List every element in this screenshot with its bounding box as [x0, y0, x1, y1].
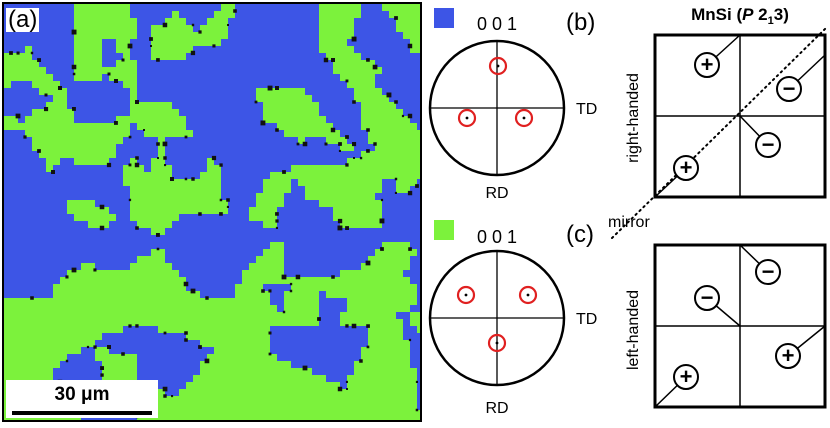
pole-b-marker [488, 56, 508, 76]
blue-swatch [434, 8, 454, 28]
left-handed-label: left-handed [625, 290, 642, 370]
mirror-label: mirror [608, 214, 650, 231]
green-swatch [434, 220, 454, 240]
pole-figure-b: 0 0 1 TD RD [428, 14, 597, 202]
mirror-line [611, 27, 827, 239]
chirality-map-image [4, 4, 420, 420]
pole-b-marker [514, 108, 534, 128]
scale-bar-line [12, 411, 152, 415]
svg-text:−: − [783, 76, 796, 101]
pole-c-td-label: TD [576, 311, 597, 328]
pole-b-marker [457, 108, 477, 128]
pole-b-001-label: 0 0 1 [477, 14, 517, 34]
svg-text:−: − [762, 132, 775, 157]
svg-text:−: − [701, 285, 714, 310]
minus-symbol: − [694, 285, 741, 327]
pole-c-001-label: 0 0 1 [477, 227, 517, 247]
pole-c-rd-label: RD [485, 400, 508, 417]
plus-symbol: + [694, 34, 741, 78]
panel-b-label: (b) [566, 9, 595, 36]
chirality-map [2, 2, 422, 422]
svg-text:+: + [701, 52, 714, 77]
scale-bar-label: 30 μm [54, 384, 110, 405]
pole-c-marker [456, 285, 476, 305]
svg-text:+: + [680, 364, 693, 389]
right-handed-label: right-handed [625, 73, 642, 163]
plus-symbol: + [654, 364, 699, 408]
plus-symbol: + [775, 325, 826, 369]
svg-text:−: − [762, 259, 775, 284]
svg-text:+: + [680, 155, 693, 180]
panel-c-label: (c) [566, 221, 594, 248]
pole-b-td-label: TD [576, 101, 597, 118]
pole-figure-c: 0 0 1 TD RD [428, 227, 597, 417]
svg-text:+: + [782, 343, 795, 368]
crystal-title: MnSi (P 213) [691, 5, 789, 27]
pole-b-rd-label: RD [485, 185, 508, 202]
panel-a-label: (a) [6, 6, 40, 33]
minus-symbol: − [739, 244, 781, 285]
pole-c-marker [518, 285, 538, 305]
minus-symbol: − [739, 115, 781, 158]
scale-bar: 30 μm [6, 380, 158, 418]
pole-c-marker [487, 333, 507, 353]
minus-symbol: − [776, 54, 826, 102]
plus-symbol: + [654, 155, 699, 198]
